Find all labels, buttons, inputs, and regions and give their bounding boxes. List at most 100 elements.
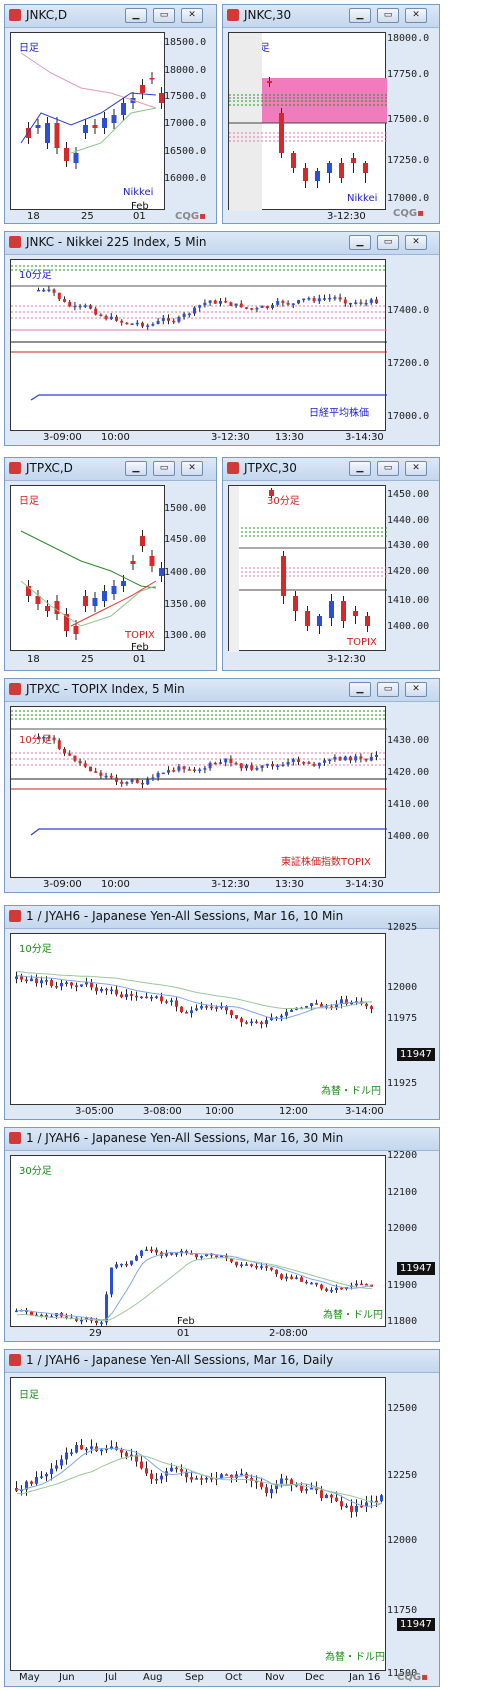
- chart-plot-area[interactable]: 30分足 Nikkei: [228, 32, 387, 211]
- window-titlebar[interactable]: JTPXC,D ▁ ▭ ✕: [5, 458, 216, 481]
- candle-body: [315, 1488, 318, 1491]
- candle-body: [208, 762, 212, 769]
- candle-body: [99, 772, 103, 776]
- candle-body: [205, 1478, 208, 1480]
- candle-body: [185, 1250, 188, 1254]
- chart-window-jtpxc-30min[interactable]: JTPXC,30 ▁ ▭ ✕ 30分足 TOPIX 1450.00 1440.0…: [222, 457, 440, 671]
- chart-plot-area[interactable]: 10分足 日経平均株価: [10, 259, 387, 431]
- restore-button[interactable]: ▭: [377, 461, 399, 476]
- restore-button[interactable]: ▭: [377, 235, 399, 250]
- chart-plot-area[interactable]: 30分足 TOPIX: [228, 485, 387, 652]
- window-titlebar[interactable]: JTPXC - TOPIX Index, 5 Min ▁ ▭ ✕: [5, 679, 439, 702]
- candle-body: [203, 768, 207, 770]
- candle-body: [312, 298, 316, 302]
- candle-body: [260, 1022, 263, 1025]
- window-titlebar[interactable]: 1 / JYAH6 - Japanese Yen-All Sessions, M…: [5, 906, 439, 929]
- close-button[interactable]: ✕: [181, 461, 203, 476]
- window-titlebar[interactable]: 1 / JYAH6 - Japanese Yen-All Sessions, M…: [5, 1350, 439, 1373]
- chart-plot-area[interactable]: 日足 Nikkei: [10, 32, 165, 210]
- moving-average-line: [16, 1251, 373, 1321]
- x-tick-month: Feb: [131, 642, 149, 653]
- candle-body: [365, 1502, 368, 1507]
- y-tick: 1400.00: [164, 567, 207, 578]
- chart-window-jtpxc-daily[interactable]: JTPXC,D ▁ ▭ ✕ 日足 TOPIX 1500.00 1450.00 1…: [4, 457, 217, 671]
- y-tick: 18000.0: [387, 33, 430, 44]
- restore-button[interactable]: ▭: [153, 8, 175, 23]
- chart-window-yen-30min[interactable]: 1 / JYAH6 - Japanese Yen-All Sessions, M…: [4, 1127, 440, 1342]
- candle-body: [26, 586, 31, 596]
- candle-body: [320, 1490, 323, 1499]
- candle-body: [42, 289, 46, 292]
- window-titlebar[interactable]: JNKC,D ▁ ▭ ✕: [5, 5, 216, 28]
- close-button[interactable]: ✕: [405, 461, 427, 476]
- candle-body: [235, 1015, 238, 1019]
- moving-average-line: [20, 52, 157, 109]
- minimize-button[interactable]: ▁: [349, 682, 371, 697]
- chart-plot-area[interactable]: 10分足 為替・ドル円: [10, 933, 386, 1105]
- candle-body: [239, 763, 243, 769]
- restore-button[interactable]: ▭: [377, 682, 399, 697]
- candle-body: [265, 1020, 268, 1025]
- candle-body: [172, 770, 176, 772]
- candle-body: [151, 323, 155, 326]
- series-label: 為替・ドル円: [325, 1652, 385, 1663]
- minimize-button[interactable]: ▁: [349, 235, 371, 250]
- y-tick: 1300.00: [164, 630, 207, 641]
- candle-body: [285, 1276, 288, 1279]
- restore-button[interactable]: ▭: [153, 461, 175, 476]
- x-tick: 3-14:30: [345, 879, 384, 890]
- candlestick-chart: [15, 971, 373, 1029]
- candle-body: [155, 1249, 158, 1253]
- close-button[interactable]: ✕: [181, 8, 203, 23]
- candle-body: [338, 297, 342, 300]
- minimize-button[interactable]: ▁: [349, 461, 371, 476]
- candle-body: [224, 758, 228, 763]
- candle-body: [255, 767, 259, 770]
- chart-plot-area[interactable]: 30分足 為替・ドル円: [10, 1155, 386, 1327]
- window-titlebar[interactable]: JTPXC,30 ▁ ▭ ✕: [223, 458, 439, 481]
- candle-body: [229, 302, 233, 306]
- candle-body: [104, 315, 108, 320]
- candle-body: [94, 308, 98, 315]
- candle-body: [345, 999, 348, 1005]
- candle-body: [354, 756, 358, 761]
- candle-body: [45, 606, 50, 611]
- close-button[interactable]: ✕: [405, 682, 427, 697]
- cqg-logo: CQG▪: [397, 1672, 428, 1683]
- chart-window-nikkei-5min[interactable]: JNKC - Nikkei 225 Index, 5 Min ▁ ▭ ✕ 10分…: [4, 231, 440, 446]
- chart-plot-area[interactable]: 日足 TOPIX: [10, 485, 165, 651]
- y-tick: 17750.0: [387, 69, 430, 80]
- candle-body: [290, 1479, 293, 1485]
- minimize-button[interactable]: ▁: [349, 8, 371, 23]
- chart-window-yen-10min[interactable]: 1 / JYAH6 - Japanese Yen-All Sessions, M…: [4, 905, 440, 1120]
- restore-button[interactable]: ▭: [377, 8, 399, 23]
- moving-average-line: [20, 530, 157, 589]
- minimize-button[interactable]: ▁: [125, 8, 147, 23]
- window-titlebar[interactable]: JNKC - Nikkei 225 Index, 5 Min ▁ ▭ ✕: [5, 232, 439, 255]
- close-button[interactable]: ✕: [405, 235, 427, 250]
- candle-body: [111, 586, 117, 594]
- candle-body: [83, 125, 88, 133]
- candle-body: [220, 1255, 223, 1258]
- y-tick: 11800: [387, 1316, 418, 1327]
- candle-body: [73, 755, 77, 761]
- chart-window-yen-daily[interactable]: 1 / JYAH6 - Japanese Yen-All Sessions, M…: [4, 1349, 440, 1687]
- x-tick: Sep: [185, 1672, 204, 1683]
- chart-plot-area[interactable]: 10分足 東証株価指数TOPIX: [10, 706, 387, 878]
- chart-window-jnkc-daily[interactable]: JNKC,D ▁ ▭ ✕ 日足 Nikkei 18500.0 18000.0 1…: [4, 4, 217, 224]
- candle-body: [297, 759, 300, 763]
- candle-body: [35, 978, 38, 984]
- candle-body: [105, 1294, 108, 1323]
- candle-body: [200, 1256, 203, 1258]
- close-button[interactable]: ✕: [405, 8, 427, 23]
- chart-plot-area[interactable]: 日足 為替・ドル円: [10, 1377, 386, 1671]
- candle-body: [315, 1003, 318, 1005]
- chart-window-jnkc-30min[interactable]: JNKC,30 ▁ ▭ ✕ 30分足 Nikkei 18000.0 17750.…: [222, 4, 440, 224]
- candle-body: [102, 591, 107, 601]
- candle-body: [276, 300, 280, 305]
- chart-window-topix-5min[interactable]: JTPXC - TOPIX Index, 5 Min ▁ ▭ ✕ 10分足 東証…: [4, 678, 440, 893]
- window-titlebar[interactable]: 1 / JYAH6 - Japanese Yen-All Sessions, M…: [5, 1128, 439, 1151]
- minimize-button[interactable]: ▁: [125, 461, 147, 476]
- window-titlebar[interactable]: JNKC,30 ▁ ▭ ✕: [223, 5, 439, 28]
- app-icon: [9, 1132, 21, 1144]
